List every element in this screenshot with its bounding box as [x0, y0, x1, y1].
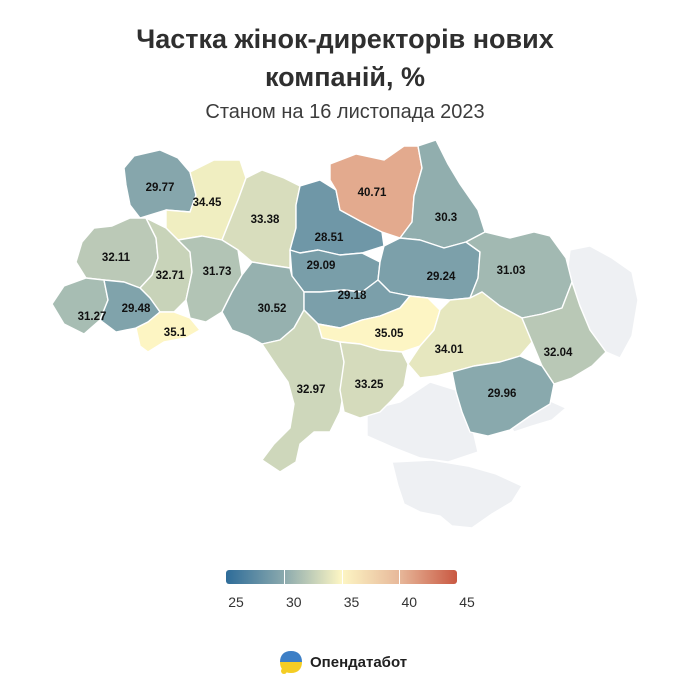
region-shape	[377, 237, 481, 301]
opendatabot-logo-icon	[280, 651, 302, 674]
region-value-label: 34.45	[193, 197, 222, 209]
legend-label: 30	[285, 594, 302, 610]
region-shape	[51, 277, 109, 335]
region-shape	[451, 355, 555, 437]
region-value-label: 29.24	[427, 271, 456, 283]
legend-tick	[284, 570, 285, 584]
legend-label: 40	[401, 594, 418, 610]
region-value-label: 32.11	[102, 252, 131, 264]
title-line-1: Частка жінок-директорів нових	[136, 24, 554, 54]
map-title: Частка жінок-директорів нових компаній, …	[0, 20, 690, 96]
region-value-label: 28.51	[315, 232, 344, 244]
map-subtitle: Станом на 16 листопада 2023	[205, 101, 485, 123]
region-shape	[261, 309, 345, 473]
legend-tick	[342, 570, 343, 584]
title-line-2: компаній, %	[264, 62, 425, 92]
region-shape	[135, 311, 201, 353]
region-value-label: 29.18	[338, 290, 367, 302]
legend-label: 45	[459, 594, 475, 610]
region-value-label: 32.97	[297, 384, 326, 396]
region-value-label: 40.71	[358, 187, 387, 199]
region-labels: 29.77 34.45 33.38 28.51 40.71 30.3 32.11 32.71 3…	[78, 182, 573, 400]
region-shape	[339, 341, 409, 419]
brand-name: Опендатабот	[310, 653, 408, 671]
region-value-label: 31.27	[78, 311, 107, 323]
region-value-label: 34.01	[435, 344, 464, 356]
no-data-layer	[366, 245, 639, 529]
legend-label: 25	[228, 594, 244, 610]
region-value-label: 33.38	[251, 214, 280, 226]
legend-tick	[399, 570, 400, 584]
region-value-label: 33.25	[355, 379, 384, 391]
region-value-label: 32.71	[156, 270, 185, 282]
region-value-label: 32.04	[544, 347, 573, 359]
region-value-label: 29.48	[122, 303, 151, 315]
region-value-label: 35.05	[375, 328, 404, 340]
region-crimea	[391, 459, 523, 529]
region-value-label: 30.52	[258, 303, 287, 315]
region-value-label: 29.09	[307, 260, 336, 272]
region-value-label: 35.1	[164, 327, 187, 339]
legend-label: 35	[343, 594, 360, 610]
region-kherson	[366, 381, 479, 463]
brand: Опендатабот	[278, 648, 407, 676]
region-value-label: 31.73	[203, 266, 232, 278]
region-value-label: 29.77	[146, 182, 175, 194]
region-value-label: 30.3	[435, 212, 457, 224]
region-value-label: 31.03	[497, 265, 526, 277]
region-value-label: 29.96	[488, 388, 517, 400]
regions-layer	[51, 139, 607, 473]
